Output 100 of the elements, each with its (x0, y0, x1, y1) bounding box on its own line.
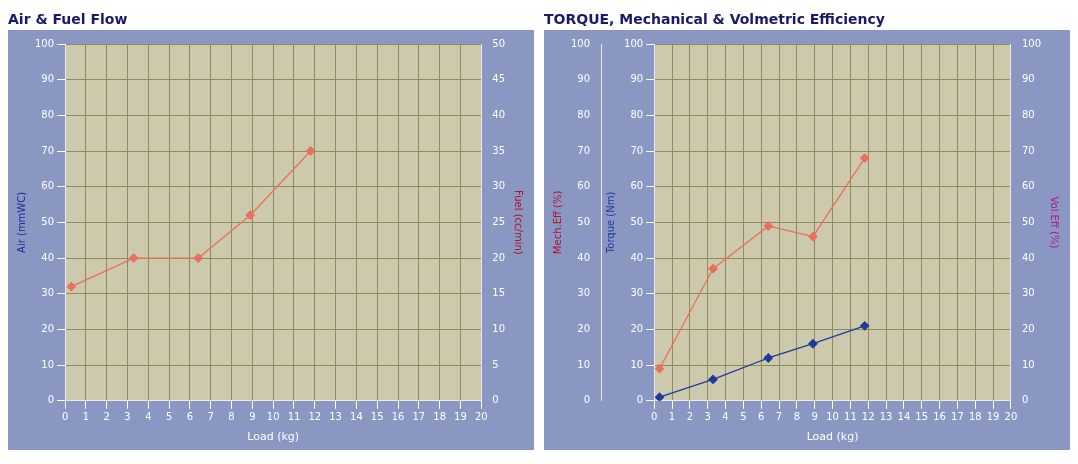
y-tick-label: 80 (41, 108, 55, 120)
y3-tick-label: 20 (630, 323, 644, 335)
y-tick-label: 20 (577, 323, 591, 335)
x-tick-label: 16 (391, 411, 405, 423)
x-tick-label: 5 (165, 411, 173, 423)
y-tick-label: 50 (577, 215, 591, 227)
point (763, 221, 773, 231)
x-tick-label: 12 (861, 411, 875, 423)
y3-tick-label: 80 (630, 108, 644, 120)
point (763, 353, 773, 363)
y3-tick-label: 100 (624, 37, 644, 49)
y2-tick-label: 40 (492, 108, 506, 120)
x-tick-label: 3 (124, 411, 131, 423)
y-tick-label: 90 (41, 73, 55, 85)
point (860, 321, 870, 331)
x-axis-title: Load (kg) (247, 430, 300, 444)
point (193, 253, 203, 263)
x-tick-label: 17 (412, 411, 426, 423)
y-tick-label: 10 (577, 358, 591, 370)
y-tick-label: 20 (41, 323, 55, 335)
y2-tick-label: 45 (492, 73, 506, 85)
y-tick-label: 40 (577, 251, 591, 263)
x-tick-label: 4 (722, 411, 729, 423)
x-tick-label: 12 (308, 411, 322, 423)
x-tick-label: 16 (933, 411, 946, 423)
y2-tick-label: 50 (492, 37, 506, 49)
x-tick-label: 14 (897, 411, 911, 423)
y-tick-label: 70 (577, 144, 591, 156)
y-tick-label: 60 (577, 180, 591, 192)
x-tick-label: 11 (844, 411, 857, 423)
x-tick-label: 10 (266, 411, 280, 423)
x-axis-title: Load (kg) (806, 430, 859, 444)
y2-axis-title: Vol.Eff (%) (1049, 196, 1061, 249)
x-tick-label: 5 (740, 411, 747, 423)
y2-tick-label: 25 (492, 215, 506, 227)
y3-tick-label: 0 (636, 394, 644, 406)
y3-tick-label: 90 (630, 73, 644, 85)
point (808, 339, 818, 349)
x-tick-label: 1 (82, 411, 90, 423)
x-tick-label: 6 (186, 411, 194, 423)
x-tick-label: 19 (454, 411, 467, 423)
y2-tick-label: 70 (1021, 144, 1035, 156)
point (654, 364, 665, 374)
x-tick-label: 20 (474, 411, 488, 423)
y2-tick-label: 50 (1021, 215, 1035, 227)
y-tick-label: 50 (41, 215, 55, 227)
y-tick-label: 40 (41, 251, 55, 263)
y-axis-title: Torque (Nm) (604, 191, 616, 255)
point (305, 146, 316, 156)
x-tick-label: 6 (758, 411, 765, 423)
x-tick-label: 19 (986, 411, 1000, 423)
y3-tick-label: 40 (630, 251, 644, 263)
x-tick-label: 8 (793, 411, 801, 423)
x-tick-label: 15 (915, 411, 929, 423)
point (66, 281, 76, 292)
x-tick-label: 13 (879, 411, 893, 423)
x-tick-label: 20 (1004, 411, 1018, 423)
x-tick-label: 4 (145, 411, 152, 423)
x-tick-label: 14 (350, 411, 363, 423)
x-tick-label: 3 (704, 411, 711, 423)
x-tick-label: 18 (433, 411, 447, 423)
y2-tick-label: 20 (1021, 323, 1035, 335)
x-tick-label: 9 (249, 411, 256, 423)
point (808, 232, 818, 242)
y-tick-label: 10 (41, 358, 55, 370)
y2-tick-label: 60 (1021, 180, 1035, 192)
y-tick-label: 70 (41, 144, 55, 156)
x-tick-label: 15 (370, 411, 384, 423)
x-tick-label: 18 (968, 411, 982, 423)
y2-tick-label: 10 (1021, 358, 1035, 370)
y2-tick-label: 0 (492, 394, 499, 406)
y-tick-label: 0 (583, 394, 591, 406)
x-tick-label: 13 (329, 411, 342, 423)
y-tick-label: 90 (577, 73, 591, 85)
x-tick-label: 7 (207, 411, 214, 423)
y-tick-label: 30 (577, 287, 591, 299)
x-tick-label: 7 (775, 411, 783, 423)
y3-tick-label: 50 (630, 215, 644, 227)
y2-tick-label: 0 (1021, 394, 1029, 406)
x-tick-label: 8 (228, 411, 235, 423)
y-tick-label: 80 (577, 108, 591, 120)
y2-tick-label: 80 (1021, 108, 1035, 120)
x-tick-label: 11 (287, 411, 301, 423)
y2-tick-label: 100 (1021, 37, 1042, 49)
y3-tick-label: 70 (630, 144, 644, 156)
point (245, 210, 255, 220)
y3-tick-label: 10 (630, 358, 644, 370)
y2-tick-label: 15 (492, 287, 506, 299)
y-axis-title: Air (mmWC) (15, 191, 27, 253)
y2-tick-label: 30 (1021, 287, 1035, 299)
y-tick-label: 60 (41, 180, 55, 192)
x-tick-label: 10 (826, 411, 839, 423)
y-tick-label: 30 (41, 287, 55, 299)
x-tick-label: 2 (103, 411, 110, 423)
y2-tick-label: 35 (492, 144, 506, 156)
x-tick-label: 0 (650, 411, 658, 423)
point (654, 392, 665, 401)
x-tick-label: 2 (686, 411, 694, 423)
point (708, 264, 718, 274)
y3-tick-label: 30 (630, 287, 644, 299)
